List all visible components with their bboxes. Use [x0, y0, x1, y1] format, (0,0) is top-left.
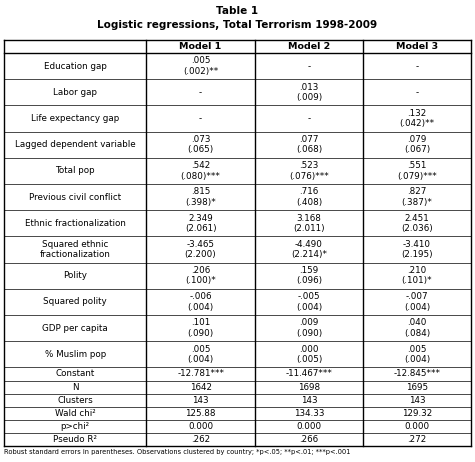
Text: .079
(.067): .079 (.067) [404, 135, 430, 154]
Text: -: - [307, 62, 311, 71]
Text: -: - [416, 62, 418, 71]
Text: Robust standard errors in parentheses. Observations clustered by country; *p<.05: Robust standard errors in parentheses. O… [4, 449, 351, 455]
Text: .206
(.100)*: .206 (.100)* [185, 266, 216, 286]
Text: 125.88: 125.88 [185, 409, 216, 418]
Text: Model 3: Model 3 [396, 42, 438, 51]
Text: Previous civil conflict: Previous civil conflict [29, 193, 121, 201]
Text: .009
(.090): .009 (.090) [296, 318, 322, 338]
Text: .159
(.096): .159 (.096) [296, 266, 322, 286]
Text: 1642: 1642 [190, 383, 211, 392]
Text: Table 1: Table 1 [217, 6, 258, 16]
Text: .005
(.004): .005 (.004) [404, 345, 430, 364]
Text: Model 2: Model 2 [288, 42, 330, 51]
Text: .073
(.065): .073 (.065) [188, 135, 214, 154]
Text: 2.451
(2.036): 2.451 (2.036) [401, 213, 433, 233]
Text: -3.465
(2.200): -3.465 (2.200) [185, 240, 217, 259]
Text: -11.467***: -11.467*** [285, 370, 332, 378]
Text: .827
(.387)*: .827 (.387)* [402, 188, 433, 207]
Text: 2.349
(2.061): 2.349 (2.061) [185, 213, 217, 233]
Text: -: - [199, 88, 202, 97]
Text: .266: .266 [299, 435, 319, 444]
Text: .716
(.408): .716 (.408) [296, 188, 322, 207]
Text: .272: .272 [408, 435, 427, 444]
Text: .262: .262 [191, 435, 210, 444]
Text: -: - [199, 114, 202, 123]
Text: -: - [416, 88, 418, 97]
Text: 0.000: 0.000 [405, 422, 429, 431]
Text: -12.781***: -12.781*** [177, 370, 224, 378]
Text: Polity: Polity [63, 271, 87, 280]
Text: Model 1: Model 1 [180, 42, 222, 51]
Text: 134.33: 134.33 [294, 409, 324, 418]
Text: .542
(.080)***: .542 (.080)*** [180, 161, 220, 181]
Text: -.006
(.004): -.006 (.004) [188, 292, 214, 312]
Text: -: - [307, 114, 311, 123]
Text: -.005
(.004): -.005 (.004) [296, 292, 322, 312]
Text: Logistic regressions, Total Terrorism 1998-2009: Logistic regressions, Total Terrorism 19… [97, 20, 378, 30]
Text: Squared polity: Squared polity [43, 298, 107, 306]
Text: Ethnic fractionalization: Ethnic fractionalization [25, 219, 126, 228]
Text: .551
(.079)***: .551 (.079)*** [397, 161, 437, 181]
Text: 143: 143 [192, 395, 209, 405]
Text: Constant: Constant [56, 370, 95, 378]
Text: .132
(.042)**: .132 (.042)** [399, 109, 435, 128]
Text: .013
(.009): .013 (.009) [296, 83, 322, 102]
Text: .523
(.076)***: .523 (.076)*** [289, 161, 329, 181]
Text: .005
(.002)**: .005 (.002)** [183, 56, 218, 76]
Text: .101
(.090): .101 (.090) [188, 318, 214, 338]
Text: -4.490
(2.214)*: -4.490 (2.214)* [291, 240, 327, 259]
Text: Lagged dependent variable: Lagged dependent variable [15, 140, 135, 149]
Text: .815
(.398)*: .815 (.398)* [185, 188, 216, 207]
Text: 0.000: 0.000 [296, 422, 322, 431]
Text: .040
(.084): .040 (.084) [404, 318, 430, 338]
Text: Wald chi²: Wald chi² [55, 409, 95, 418]
Text: -12.845***: -12.845*** [394, 370, 440, 378]
Text: Life expectancy gap: Life expectancy gap [31, 114, 119, 123]
Text: Education gap: Education gap [44, 62, 107, 71]
Text: % Muslim pop: % Muslim pop [45, 350, 106, 359]
Text: .077
(.068): .077 (.068) [296, 135, 322, 154]
Text: 143: 143 [301, 395, 317, 405]
Text: Pseudo R²: Pseudo R² [53, 435, 97, 444]
Text: 143: 143 [409, 395, 426, 405]
Text: 1698: 1698 [298, 383, 320, 392]
Text: 1695: 1695 [406, 383, 428, 392]
Text: Clusters: Clusters [57, 395, 93, 405]
Text: -.007
(.004): -.007 (.004) [404, 292, 430, 312]
Text: .005
(.004): .005 (.004) [188, 345, 214, 364]
Text: GDP per capita: GDP per capita [42, 323, 108, 333]
Text: 3.168
(2.011): 3.168 (2.011) [293, 213, 325, 233]
Text: Squared ethnic
fractionalization: Squared ethnic fractionalization [40, 240, 111, 259]
Text: N: N [72, 383, 78, 392]
Text: Total pop: Total pop [56, 166, 95, 176]
Text: .210
(.101)*: .210 (.101)* [402, 266, 432, 286]
Text: 129.32: 129.32 [402, 409, 432, 418]
Text: .000
(.005): .000 (.005) [296, 345, 322, 364]
Text: -3.410
(2.195): -3.410 (2.195) [401, 240, 433, 259]
Text: 0.000: 0.000 [188, 422, 213, 431]
Text: Labor gap: Labor gap [53, 88, 97, 97]
Text: p>chi²: p>chi² [61, 422, 90, 431]
